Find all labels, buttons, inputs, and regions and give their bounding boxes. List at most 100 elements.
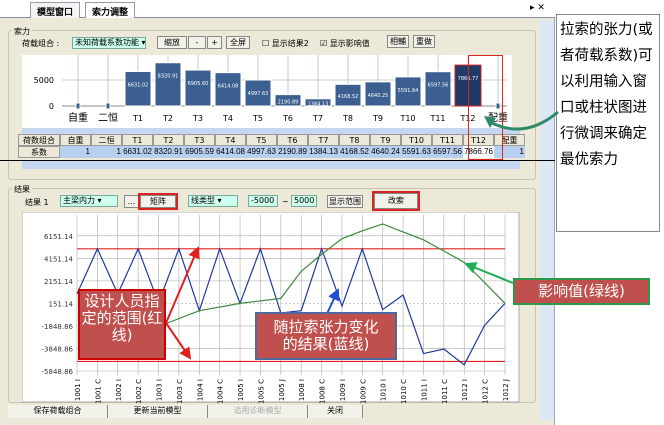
x-tick-label: 1001 C xyxy=(94,379,102,404)
y-tick-label: 2151.14 xyxy=(44,278,73,286)
more-button[interactable]: ... xyxy=(124,195,139,208)
right-note: 拉索的张力(或者荷载系数)可以利用输入窗口或柱状图进行微调来确定最优索力 xyxy=(556,14,660,232)
category-label: T2 xyxy=(162,114,173,123)
table-value-cell[interactable]: 1 xyxy=(60,146,91,158)
bar-value-label: 4168.52 xyxy=(338,94,359,100)
show-result2-checkbox[interactable]: ☐ 显示结果2 xyxy=(262,39,309,48)
bar xyxy=(105,102,111,110)
table-value-cell[interactable]: 5591.63 xyxy=(401,146,432,158)
coefficient-table: 荷数组合 自重 二恒 T1 T2 T3 T4 T5 T6 T7 T8 T9 T10 T11 T12 配重 系数 1… xyxy=(18,134,528,158)
table-header-cell: T1 xyxy=(122,134,153,146)
line-type-select[interactable]: 线类型 ▾ xyxy=(188,195,238,207)
y-tick-label: 6151.14 xyxy=(44,233,73,241)
table-value-cell[interactable]: 1 xyxy=(91,146,122,158)
category-label: T10 xyxy=(399,114,415,123)
range-max-input[interactable]: 5000 xyxy=(291,195,317,207)
vertical-scrollbar[interactable] xyxy=(540,20,554,420)
bar xyxy=(214,72,242,107)
undo-button[interactable]: 相輔 xyxy=(387,35,409,48)
category-label: 自重 xyxy=(68,111,88,124)
x-tick-label: 1008 I xyxy=(298,379,306,401)
y-tick-label: 4151.14 xyxy=(44,255,73,263)
table-row: 系数 1 1 6631.02 8320.91 6905.59 6414.08 4997.63 2… xyxy=(18,146,528,158)
fullscreen-button[interactable]: 全屏 xyxy=(226,36,250,49)
close-button[interactable]: 关闭 xyxy=(308,405,363,418)
close-icon[interactable]: ▸ ✕ xyxy=(530,3,545,13)
x-tick-label: 1002 I xyxy=(115,379,123,401)
zoom-label: 缩放 xyxy=(157,36,187,49)
bar-value-label: 4997.63 xyxy=(248,91,269,97)
x-tick-label: 1009 C xyxy=(359,379,367,404)
table-value-cell[interactable]: 4168.52 xyxy=(339,146,370,158)
x-tick-label: 1005 C xyxy=(257,379,265,404)
table-header-cell: 荷数组合 xyxy=(18,134,60,146)
category-label: T12 xyxy=(459,114,475,123)
table-header-cell: T6 xyxy=(277,134,308,146)
checkbox-label: 显示影响值 xyxy=(329,39,370,48)
table-scrollbar[interactable] xyxy=(22,161,520,169)
result-label: 结果 1 xyxy=(25,198,49,207)
bar xyxy=(364,81,392,107)
divider-line xyxy=(0,160,555,161)
cable-adjust-window: 模型窗口 索力调整 ▸ ✕ 索力 荷载组合 : 未知荷载系数功能 ▾ 缩放 - … xyxy=(0,0,555,425)
show-influence-checkbox[interactable]: ☑ 显示影响值 xyxy=(320,39,370,48)
horizontal-scrollbar[interactable] xyxy=(22,128,520,136)
select-value: 主梁内力 xyxy=(63,196,95,205)
bar xyxy=(424,71,452,107)
load-combo-select[interactable]: 未知荷载系数功能 ▾ xyxy=(72,37,146,49)
table-header-cell: T10 xyxy=(401,134,432,146)
x-tick-label: 1002 C xyxy=(135,379,143,404)
show-range-button[interactable]: 显示范围 xyxy=(327,195,363,208)
influence-annotation: 影响值(绿线) xyxy=(513,278,650,305)
zoom-out-button[interactable]: - xyxy=(188,36,206,49)
table-value-cell[interactable]: 1 xyxy=(494,146,525,158)
cable-force-bar-chart[interactable]: 0 5000 自重 二恒 6631.02 T1 8320.91 T2 6905.60 T3 6414… xyxy=(22,55,522,130)
group-title: 结果 xyxy=(12,184,32,195)
x-tick-label: 1003 I xyxy=(156,379,164,401)
bar-value-label: 6597.56 xyxy=(428,83,449,89)
tab-cable-adjust[interactable]: 索力调整 xyxy=(85,2,136,18)
category-label: T9 xyxy=(372,114,383,123)
result-select[interactable]: 主梁内力 ▾ xyxy=(60,195,118,207)
x-tick-label: 1009 I xyxy=(339,379,347,401)
y-tick-label: -1848.86 xyxy=(42,323,74,331)
tab-model-window[interactable]: 模型窗口 xyxy=(30,2,81,18)
x-tick-label: 1011 C xyxy=(441,379,449,404)
range-min-input[interactable]: -5000 xyxy=(248,195,278,207)
table-value-cell[interactable]: 4640.24 xyxy=(370,146,401,158)
table-header-cell: 二恒 xyxy=(91,134,122,146)
table-value-cell[interactable]: 1384.13 xyxy=(308,146,339,158)
table-header-cell: T9 xyxy=(370,134,401,146)
group-title: 索力 xyxy=(12,26,32,37)
redo-button[interactable]: 重做 xyxy=(413,35,435,48)
select-value: 线类型 xyxy=(191,196,215,205)
zoom-in-button[interactable]: + xyxy=(207,36,222,49)
table-value-cell[interactable]: 7866.76 xyxy=(463,146,494,158)
apply-cable-button[interactable]: 改索 xyxy=(372,191,420,211)
save-combo-button[interactable]: 保存荷载组合 xyxy=(8,405,108,418)
bar xyxy=(154,62,182,107)
category-label: T11 xyxy=(429,114,445,123)
table-value-cell[interactable]: 6414.08 xyxy=(215,146,246,158)
category-label: T3 xyxy=(192,114,203,123)
table-value-cell[interactable]: 6631.02 xyxy=(122,146,153,158)
bar xyxy=(334,83,362,107)
table-value-cell[interactable]: 8320.91 xyxy=(153,146,184,158)
x-tick-label: 1011 I xyxy=(420,379,428,401)
table-header-cell: T4 xyxy=(215,134,246,146)
x-tick-label: 1003 C xyxy=(176,379,184,404)
table-value-cell[interactable]: 6905.59 xyxy=(184,146,215,158)
update-model-button[interactable]: 更新当前模型 xyxy=(108,405,208,418)
bar xyxy=(495,102,501,110)
matrix-button[interactable]: 矩阵 xyxy=(138,193,178,210)
table-header-cell: T11 xyxy=(432,134,463,146)
table-value-cell[interactable]: 6597.56 xyxy=(432,146,463,158)
table-value-cell[interactable]: 4997.63 xyxy=(246,146,277,158)
cable-force-group xyxy=(8,30,536,180)
table-value-cell[interactable]: 2190.89 xyxy=(277,146,308,158)
range-annotation: 设计人员指定的范围(红线) xyxy=(78,289,166,360)
bar xyxy=(244,79,272,107)
x-tick-label: 1005 I xyxy=(237,379,245,401)
bar xyxy=(75,102,81,110)
influence-series-line xyxy=(158,223,506,328)
